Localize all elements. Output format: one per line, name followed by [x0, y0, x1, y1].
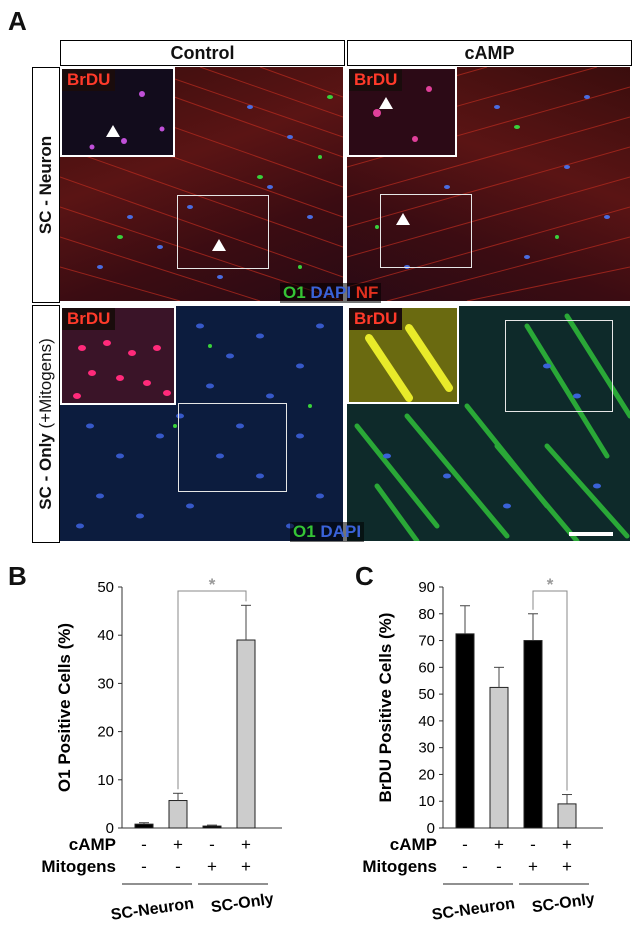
- brdu-factor-mark: -: [496, 857, 502, 876]
- row-label-sc-only: SC - Only (+Mitogens): [36, 338, 55, 510]
- inset-label-brdu: BrDU: [349, 308, 403, 330]
- o1-ytick-label: 10: [97, 772, 114, 789]
- legend-o1: O1: [293, 522, 316, 541]
- brdu-bar: [489, 686, 509, 829]
- o1-factor-mark: +: [241, 835, 251, 854]
- o1-factor-mark: -: [141, 857, 147, 876]
- brdu-factor-mark: -: [462, 857, 468, 876]
- o1-factor-label: cAMP: [69, 835, 116, 854]
- stain-legend-bottom: O1 DAPI: [290, 522, 365, 542]
- brdu-ytick-label: 40: [418, 713, 435, 730]
- brdu-ytick-label: 50: [418, 686, 435, 703]
- o1-factor-mark: -: [175, 857, 181, 876]
- legend-dapi: DAPI: [320, 522, 362, 541]
- o1-significance-bracket: [177, 590, 247, 790]
- scale-bar: [569, 532, 613, 536]
- zoom-region-box: [177, 195, 269, 269]
- brdu-ylabel: BrDU Positive Cells (%): [376, 613, 395, 803]
- legend-nf: NF: [355, 283, 379, 302]
- panel-b-letter: B: [8, 561, 27, 591]
- o1-bar: [134, 823, 154, 829]
- brdu-factor-mark: +: [562, 835, 572, 854]
- row-header-sc-only: SC - Only (+Mitogens): [32, 305, 60, 543]
- arrowhead-icon: [106, 125, 120, 137]
- row-label-sc-neuron: SC - Neuron: [36, 135, 55, 235]
- brdu-ytick-label: 90: [418, 579, 435, 596]
- row-header-sc-neuron: SC - Neuron: [32, 67, 60, 303]
- arrowhead-icon: [212, 239, 226, 251]
- inset-brdu-sc-neuron-control: BrDU: [60, 67, 175, 157]
- micrograph-sc-only-camp: BrDU: [347, 306, 630, 541]
- brdu-significance-star: *: [547, 575, 554, 594]
- inset-label-brdu: BrDU: [349, 69, 403, 91]
- o1-bar: [168, 800, 188, 829]
- brdu-factor-mark: +: [494, 835, 504, 854]
- nuclei-texture: [76, 323, 324, 529]
- o1-bar: [202, 825, 222, 829]
- brdu-bar: [455, 633, 475, 829]
- o1-factor-mark: +: [207, 857, 217, 876]
- brdu-factor-label: Mitogens: [362, 857, 437, 876]
- legend-dapi: DAPI: [310, 283, 352, 302]
- brdu-bar: [523, 640, 543, 829]
- o1-group-label: SC-Neuron: [110, 895, 195, 923]
- brdu-ytick-label: 70: [418, 633, 435, 650]
- brdu-factor-mark: -: [462, 835, 468, 854]
- zoom-region-box: [380, 194, 472, 268]
- o1-ytick-label: 0: [106, 820, 114, 837]
- brdu-group-label: SC-Neuron: [431, 895, 516, 923]
- arrowhead-icon: [396, 213, 410, 225]
- zoom-region-box: [178, 403, 287, 492]
- inset-label-brdu: BrDU: [62, 308, 116, 330]
- stain-legend-top: O1 DAPI NF: [280, 283, 382, 303]
- micrograph-sc-neuron-control: BrDU: [60, 67, 343, 301]
- brdu-factor-mark: +: [528, 857, 538, 876]
- row-label-mitogens: (+Mitogens): [36, 338, 55, 429]
- panel-a-letter: A: [8, 6, 27, 36]
- o1-ytick-label: 50: [97, 579, 114, 596]
- inset-label-brdu: BrDU: [62, 69, 116, 91]
- cell-texture: [354, 313, 630, 541]
- legend-o1: O1: [283, 283, 306, 302]
- brdu-significance-bracket: [532, 590, 568, 791]
- o1-ytick-label: 30: [97, 675, 114, 692]
- o1-factor-mark: +: [241, 857, 251, 876]
- o1-bar: [236, 639, 256, 829]
- micrograph-sc-neuron-camp: BrDU: [347, 67, 630, 301]
- o1-ytick-label: 20: [97, 724, 114, 741]
- o1-group-label: SC-Only: [210, 891, 275, 917]
- zoom-region-box: [505, 320, 613, 412]
- brdu-factor-mark: -: [530, 835, 536, 854]
- column-header-control: Control: [60, 40, 345, 66]
- brdu-group-label: SC-Only: [531, 891, 596, 917]
- o1-factor-label: Mitogens: [41, 857, 116, 876]
- o1-factor-mark: +: [173, 835, 183, 854]
- fiber-texture: [347, 67, 630, 301]
- brdu-ytick-label: 0: [427, 820, 435, 837]
- o1-factor-mark: -: [209, 835, 215, 854]
- inset-brdu-sc-only-control: BrDU: [60, 306, 176, 405]
- o1-significance-star: *: [209, 575, 216, 594]
- column-header-camp: cAMP: [347, 40, 632, 66]
- brdu-ytick-label: 60: [418, 659, 435, 676]
- arrowhead-icon: [379, 97, 393, 109]
- chart-brdu-positive: 0 10 20 30 40 50 60 70 80 90 BrDU Positive Cells (…: [362, 575, 603, 924]
- brdu-ytick-label: 80: [418, 606, 435, 623]
- inset-brdu-sc-only-camp: BrDU: [347, 306, 459, 404]
- micrograph-sc-only-control: BrDU: [60, 306, 343, 541]
- o1-ytick-label: 40: [97, 627, 114, 644]
- inset-brdu-sc-neuron-camp: BrDU: [347, 67, 457, 157]
- brdu-ytick-label: 20: [418, 766, 435, 783]
- brdu-ytick-label: 10: [418, 793, 435, 810]
- brdu-factor-mark: +: [562, 857, 572, 876]
- brdu-ytick-label: 30: [418, 740, 435, 757]
- o1-factor-mark: -: [141, 835, 147, 854]
- o1-ylabel: O1 Positive Cells (%): [55, 623, 74, 792]
- brdu-factor-label: cAMP: [390, 835, 437, 854]
- brdu-bar: [557, 803, 577, 829]
- panel-c-letter: C: [355, 561, 374, 591]
- chart-o1-positive: 0 10 20 30 40 50 O1 Positive Cells (%) * cAMP - + -…: [41, 575, 282, 924]
